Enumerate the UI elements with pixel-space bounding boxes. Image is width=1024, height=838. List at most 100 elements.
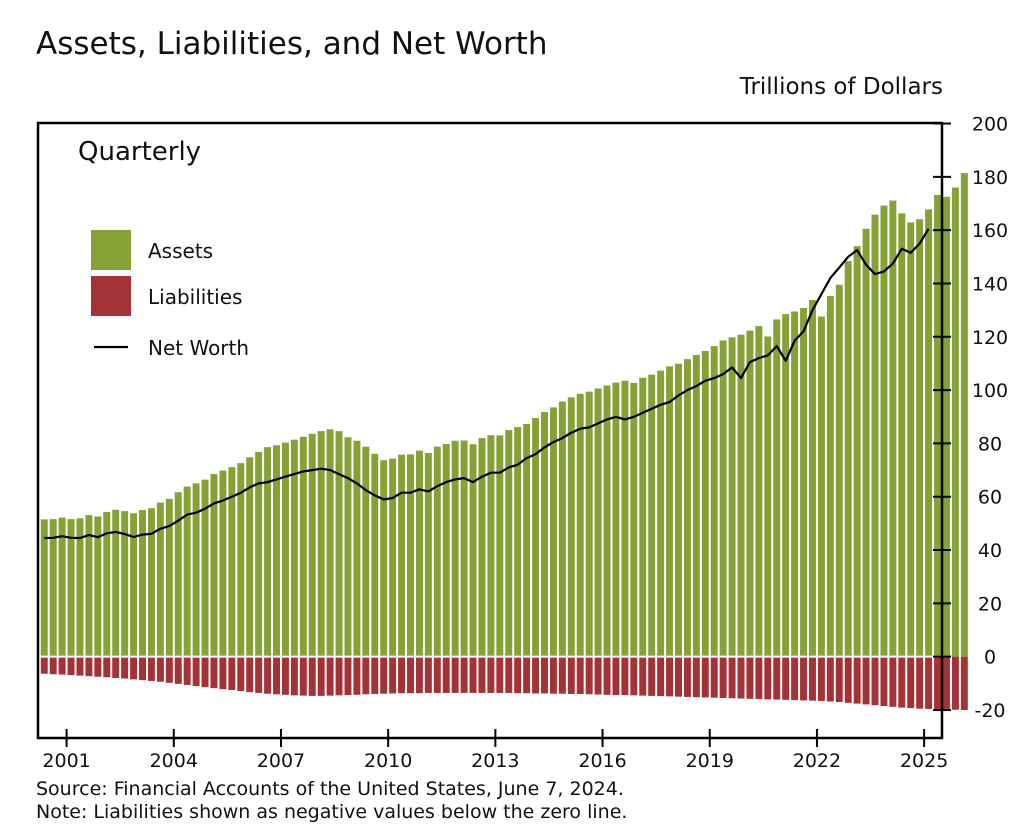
legend-label-liabilities: Liabilities <box>148 285 242 309</box>
assets-bar <box>657 370 665 657</box>
assets-bar <box>273 445 280 657</box>
liabilities-bar <box>621 656 629 696</box>
assets-bar <box>889 200 897 657</box>
assets-bar <box>290 439 298 657</box>
liabilities-bar <box>532 656 540 694</box>
liabilities-bar <box>290 656 298 696</box>
assets-bar <box>719 340 727 657</box>
liabilities-bar <box>156 656 164 682</box>
liabilities-bar <box>755 656 763 700</box>
assets-bar <box>576 393 584 657</box>
liabilities-bar <box>76 656 84 676</box>
liabilities-bar <box>308 656 316 696</box>
assets-bar <box>353 440 361 657</box>
liabilities-bar <box>782 656 790 700</box>
y-tick-label: 160 <box>972 220 1008 242</box>
assets-bar <box>532 418 540 657</box>
assets-bar <box>907 222 915 657</box>
liabilities-bar <box>558 656 566 694</box>
liabilities-bar <box>389 656 397 694</box>
liabilities-bars <box>40 656 968 710</box>
assets-bar <box>666 366 674 657</box>
liabilities-bar <box>299 656 307 696</box>
assets-bar <box>112 509 120 657</box>
liabilities-bar <box>192 656 200 687</box>
liabilities-bar <box>916 656 924 709</box>
assets-bar <box>58 517 66 657</box>
panel-label-quarterly: Quarterly <box>78 137 201 167</box>
x-axis: 2001 2004 2007 2010 2013 2016 2019 2022 2025 <box>42 729 948 772</box>
liabilities-bar <box>103 656 111 678</box>
assets-bar <box>746 330 754 657</box>
liabilities-bar <box>505 656 513 693</box>
liabilities-bar <box>746 656 754 699</box>
liabilities-bar <box>67 656 75 676</box>
assets-bar <box>85 515 93 657</box>
y-tick-label: 120 <box>972 327 1008 349</box>
net-worth-line <box>44 228 930 540</box>
assets-bar <box>442 443 450 657</box>
legend-label-net-worth: Net Worth <box>148 336 249 360</box>
liabilities-bar <box>648 656 656 696</box>
liabilities-bar <box>844 656 852 703</box>
footer: Source: Financial Accounts of the United… <box>36 778 627 824</box>
liabilities-bar <box>442 656 450 693</box>
assets-bar <box>701 350 709 657</box>
liabilities-bar <box>433 656 441 693</box>
liabilities-bar <box>630 656 638 696</box>
liabilities-bar <box>549 656 557 694</box>
assets-bar <box>326 429 334 657</box>
liabilities-bar <box>951 656 959 710</box>
assets-bar <box>460 440 468 657</box>
assets-bar <box>710 346 718 657</box>
liabilities-bar <box>147 656 155 681</box>
assets-bar <box>862 228 870 657</box>
assets-bar <box>192 483 200 657</box>
liabilities-bar <box>657 656 665 697</box>
assets-bar <box>880 205 888 657</box>
source-note: Source: Financial Accounts of the United… <box>36 778 624 800</box>
liabilities-bar <box>683 656 691 697</box>
x-tick-label: 2025 <box>900 750 948 772</box>
assets-bar <box>800 307 808 657</box>
assets-bar <box>835 284 843 657</box>
liabilities-bar <box>121 656 129 679</box>
assets-bar <box>621 380 629 657</box>
liabilities-bar <box>362 656 370 695</box>
assets-bar <box>317 431 325 657</box>
x-tick-label: 2013 <box>471 750 519 772</box>
x-tick-label: 2019 <box>686 750 734 772</box>
liabilities-bar <box>880 656 888 707</box>
assets-bar <box>264 447 272 657</box>
liabilities-bar <box>934 656 942 710</box>
assets-bar <box>139 510 146 657</box>
liabilities-bar <box>541 656 548 694</box>
liabilities-bar <box>335 656 343 696</box>
y-axis-units-label: Trillions of Dollars <box>739 74 943 100</box>
liabilities-bar <box>469 656 477 693</box>
liabilities-bar <box>523 656 531 694</box>
assets-bar <box>478 438 486 657</box>
y-tick-label: 20 <box>978 593 1002 615</box>
liabilities-bar <box>496 656 504 693</box>
assets-bar <box>451 440 459 657</box>
x-tick-label: 2007 <box>257 750 305 772</box>
assets-bar <box>228 467 236 657</box>
legend-label-assets: Assets <box>148 239 213 263</box>
liabilities-bar <box>942 656 950 710</box>
assets-bars <box>40 173 968 657</box>
liabilities-bar <box>889 656 897 707</box>
liabilities-bar <box>264 656 272 694</box>
assets-bar <box>773 319 781 657</box>
liabilities-bar <box>415 656 423 694</box>
liabilities-bar <box>344 656 352 696</box>
liabilities-bar <box>826 656 834 702</box>
liabilities-bar <box>353 656 361 695</box>
liabilities-bar <box>764 656 772 700</box>
y-tick-label: -20 <box>974 700 1005 722</box>
liabilities-bar <box>228 656 236 691</box>
liabilities-bar <box>728 656 736 699</box>
assets-bar <box>246 457 254 657</box>
y-tick-label: 0 <box>984 647 996 669</box>
legend: Assets Liabilities Net Worth <box>91 230 249 360</box>
